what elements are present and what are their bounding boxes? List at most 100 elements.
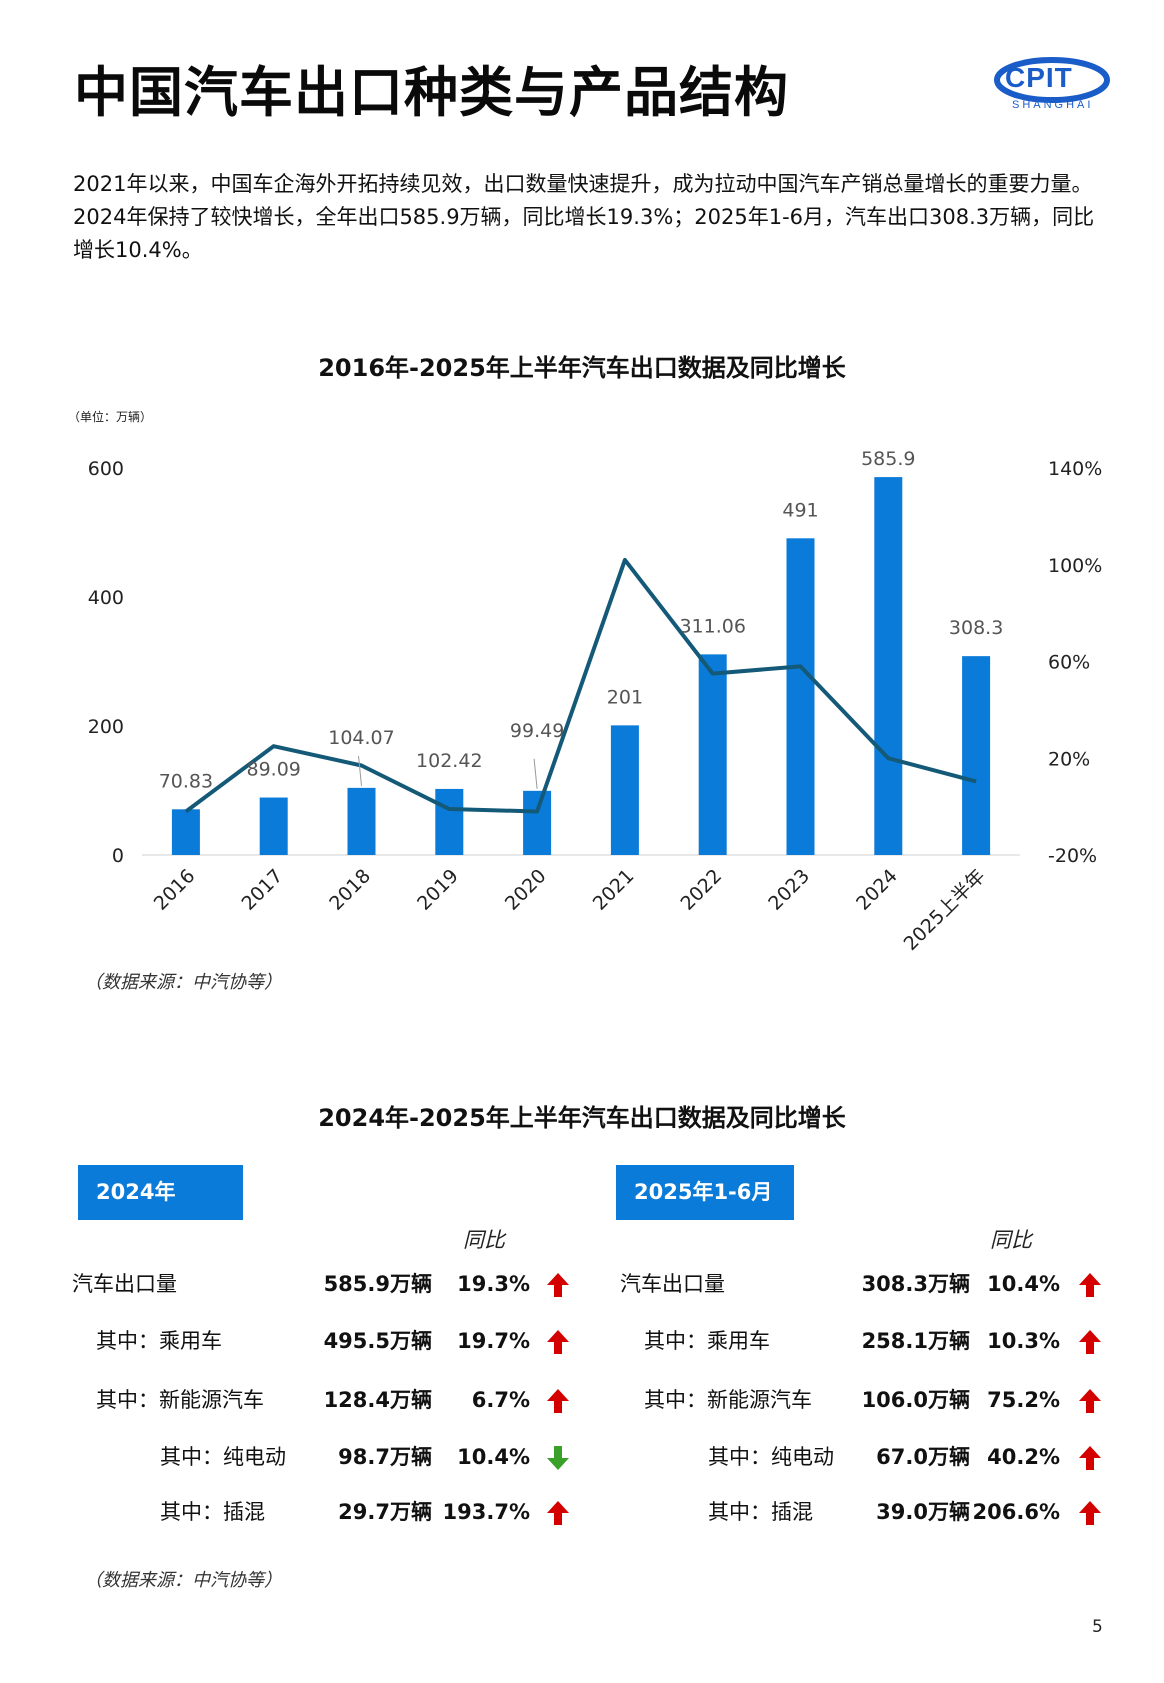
bar	[171, 809, 200, 855]
arrow-up-icon	[1079, 1446, 1101, 1470]
table-row: 其中：新能源汽车 106.0万辆 75.2%	[620, 1383, 1120, 1417]
chart-source: （数据来源：中汽协等）	[84, 972, 282, 993]
row-yoy: 6.7%	[471, 1388, 530, 1412]
y-tick-label: 200	[88, 716, 124, 738]
row-label: 其中：插混	[160, 1500, 265, 1524]
row-yoy: 10.3%	[987, 1329, 1060, 1353]
row-label: 其中：纯电动	[708, 1445, 834, 1469]
x-tick-label: 2020	[501, 865, 551, 915]
row-label: 汽车出口量	[620, 1272, 725, 1296]
row-yoy: 75.2%	[987, 1388, 1060, 1412]
y-tick-label: 600	[88, 458, 124, 480]
intro-paragraph: 2021年以来，中国车企海外开拓持续见效，出口数量快速提升，成为拉动中国汽车产销…	[73, 168, 1123, 267]
logo-text: CPIT	[1005, 62, 1073, 93]
row-yoy: 193.7%	[442, 1500, 530, 1524]
arrow-up-icon	[547, 1330, 569, 1354]
row-label: 其中：插混	[708, 1500, 813, 1524]
row-yoy: 206.6%	[972, 1500, 1060, 1524]
table-row: 汽车出口量 308.3万辆 10.4%	[620, 1267, 1120, 1301]
table-row: 其中：插混 39.0万辆 206.6%	[620, 1495, 1120, 1529]
row-value: 495.5万辆	[323, 1329, 432, 1353]
y-tick-label: 0	[112, 845, 124, 867]
y2-tick-label: 100%	[1048, 555, 1102, 577]
intro-line: 2021年以来，中国车企海外开拓持续见效，出口数量快速提升，成为拉动中国汽车产销…	[73, 172, 1093, 196]
arrow-up-icon	[1079, 1501, 1101, 1525]
table-row: 其中：新能源汽车 128.4万辆 6.7%	[72, 1383, 572, 1417]
y2-tick-label: -20%	[1048, 845, 1097, 867]
bar	[874, 477, 903, 855]
y2-tick-label: 140%	[1048, 458, 1102, 480]
intro-line: 2024年保持了较快增长，全年出口585.9万辆，同比增长19.3%；2025年…	[73, 205, 1095, 229]
bar	[259, 797, 288, 855]
table-source: （数据来源：中汽协等）	[84, 1570, 282, 1591]
data-label: 70.83	[159, 770, 213, 792]
table-row: 其中：插混 29.7万辆 193.7%	[72, 1495, 572, 1529]
x-tick-label: 2016	[150, 865, 200, 915]
yoy-header: 同比	[990, 1228, 1032, 1252]
row-yoy: 40.2%	[987, 1445, 1060, 1469]
row-label: 汽车出口量	[72, 1272, 177, 1296]
data-label: 104.07	[328, 727, 394, 749]
y-tick-label: 400	[88, 587, 124, 609]
row-label: 其中：乘用车	[96, 1329, 222, 1353]
chart-title: 2016年-2025年上半年汽车出口数据及同比增长	[318, 354, 846, 382]
yoy-header: 同比	[463, 1228, 505, 1252]
arrow-up-icon	[547, 1501, 569, 1525]
x-tick-label: 2019	[413, 865, 463, 915]
row-value: 67.0万辆	[876, 1445, 970, 1469]
bar	[962, 656, 991, 855]
row-value: 308.3万辆	[861, 1272, 970, 1296]
bar	[435, 788, 464, 855]
bar	[698, 654, 727, 855]
data-label: 308.3	[949, 617, 1003, 639]
panel-heading-2024: 2024年	[78, 1165, 243, 1220]
x-tick-label: 2017	[237, 865, 287, 915]
data-label: 102.42	[416, 750, 482, 772]
arrow-up-icon	[547, 1389, 569, 1413]
row-label: 其中：新能源汽车	[644, 1388, 812, 1412]
row-yoy: 10.4%	[457, 1445, 530, 1469]
row-value: 98.7万辆	[338, 1445, 432, 1469]
data-label: 89.09	[246, 759, 300, 781]
arrow-up-icon	[1079, 1389, 1101, 1413]
export-chart: 0 200 400 600 -20% 20% 60% 100% 140% 70.83 89.09 10…	[88, 448, 1103, 955]
row-value: 29.7万辆	[338, 1500, 432, 1524]
page-number: 5	[1092, 1617, 1103, 1637]
table-row: 其中：乘用车 258.1万辆 10.3%	[620, 1324, 1120, 1358]
data-label: 311.06	[679, 615, 745, 637]
row-value: 106.0万辆	[861, 1388, 970, 1412]
row-label: 其中：纯电动	[160, 1445, 286, 1469]
arrow-up-icon	[1079, 1330, 1101, 1354]
data-label: 585.9	[861, 448, 915, 470]
table-row: 其中：纯电动 67.0万辆 40.2%	[620, 1440, 1120, 1474]
data-label: 491	[782, 499, 818, 521]
table-title: 2024年-2025年上半年汽车出口数据及同比增长	[318, 1104, 846, 1132]
label-leader	[358, 755, 362, 786]
row-value: 39.0万辆	[876, 1500, 970, 1524]
cpit-logo	[994, 57, 1110, 103]
logo-subtext: SHANGHAI	[1012, 99, 1094, 111]
x-tick-label: 2023	[764, 865, 814, 915]
bar	[347, 787, 376, 855]
arrow-up-icon	[547, 1273, 569, 1297]
arrow-up-icon	[1079, 1273, 1101, 1297]
intro-line: 增长10.4%。	[73, 238, 203, 262]
row-value: 585.9万辆	[323, 1272, 432, 1296]
bar	[523, 790, 552, 855]
table-row: 其中：乘用车 495.5万辆 19.7%	[72, 1324, 572, 1358]
bar	[610, 725, 639, 855]
row-value: 128.4万辆	[323, 1388, 432, 1412]
data-label: 201	[607, 686, 643, 708]
row-yoy: 19.7%	[457, 1329, 530, 1353]
row-label: 其中：乘用车	[644, 1329, 770, 1353]
x-tick-label: 2024	[852, 865, 902, 915]
data-label: 99.49	[510, 720, 564, 742]
table-row: 汽车出口量 585.9万辆 19.3%	[72, 1267, 572, 1301]
row-yoy: 10.4%	[987, 1272, 1060, 1296]
y2-tick-label: 60%	[1048, 652, 1090, 674]
unit-label: （单位：万辆）	[68, 410, 153, 424]
bar	[786, 538, 815, 855]
page-title: 中国汽车出口种类与产品结构	[74, 61, 789, 124]
panel-heading-2025h1: 2025年1-6月	[616, 1165, 794, 1220]
arrow-down-icon	[547, 1446, 569, 1470]
